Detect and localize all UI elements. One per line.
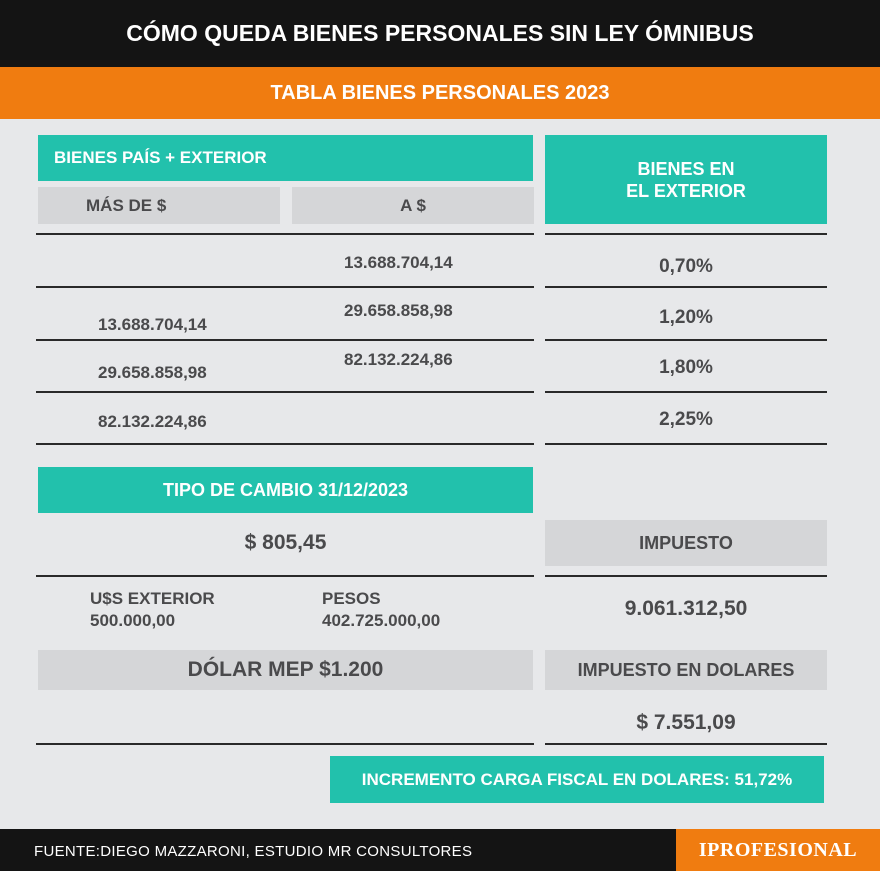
row-3-to: 82.132.224,86 bbox=[344, 350, 453, 369]
row-divider bbox=[36, 339, 534, 341]
group-header: BIENES PAÍS + EXTERIOR bbox=[38, 135, 533, 181]
row-3-rate: 1,80% bbox=[659, 357, 713, 378]
row-divider bbox=[36, 286, 534, 288]
row-2-to: 29.658.858,98 bbox=[344, 301, 453, 320]
row-divider bbox=[36, 391, 534, 393]
impuesto-dolares-label: IMPUESTO EN DOLARES bbox=[545, 650, 827, 690]
row-divider bbox=[545, 339, 827, 341]
row-4-from: 82.132.224,86 bbox=[98, 412, 207, 431]
row-divider bbox=[36, 743, 534, 745]
row-divider bbox=[36, 233, 534, 235]
exchange-title: TIPO DE CAMBIO 31/12/2023 bbox=[38, 467, 533, 513]
col-header-rate: BIENES EN EL EXTERIOR bbox=[545, 135, 827, 224]
row-divider bbox=[36, 443, 534, 445]
row-1-rate: 0,70% bbox=[659, 256, 713, 277]
row-divider bbox=[545, 443, 827, 445]
subtitle-bar: TABLA BIENES PERSONALES 2023 bbox=[0, 67, 880, 119]
pesos-value: 402.725.000,00 bbox=[322, 611, 441, 630]
row-divider bbox=[545, 391, 827, 393]
impuesto-value: 9.061.312,50 bbox=[624, 597, 748, 620]
impuesto-label: IMPUESTO bbox=[545, 520, 827, 566]
source-text: FUENTE:DIEGO MAZZARONI, ESTUDIO MR CONSU… bbox=[34, 843, 473, 860]
row-2-rate: 1,20% bbox=[659, 307, 713, 328]
row-divider bbox=[36, 575, 534, 577]
row-divider bbox=[545, 743, 827, 745]
usd-exterior-value: 500.000,00 bbox=[90, 611, 176, 630]
row-1-to: 13.688.704,14 bbox=[344, 253, 453, 272]
col-header-to: A $ bbox=[292, 187, 534, 224]
iprofesional-logo: IPROFESIONAL bbox=[676, 829, 880, 871]
dolar-mep: DÓLAR MEP $1.200 bbox=[38, 650, 533, 690]
row-divider bbox=[545, 575, 827, 577]
increment-banner: INCREMENTO CARGA FISCAL EN DOLARES: 51,7… bbox=[330, 756, 824, 803]
row-3-from: 29.658.858,98 bbox=[98, 363, 207, 382]
main-title: CÓMO QUEDA BIENES PERSONALES SIN LEY ÓMN… bbox=[0, 0, 880, 67]
impuesto-dolares-value: $ 7.551,09 bbox=[636, 711, 736, 734]
exchange-value: $ 805,45 bbox=[244, 531, 327, 554]
col-header-from: MÁS DE $ bbox=[38, 187, 280, 224]
row-divider bbox=[545, 286, 827, 288]
usd-exterior-label: U$S EXTERIOR bbox=[90, 589, 215, 608]
row-4-rate: 2,25% bbox=[659, 409, 713, 430]
row-2-from: 13.688.704,14 bbox=[98, 315, 207, 334]
row-divider bbox=[545, 233, 827, 235]
pesos-label: PESOS bbox=[322, 589, 381, 608]
